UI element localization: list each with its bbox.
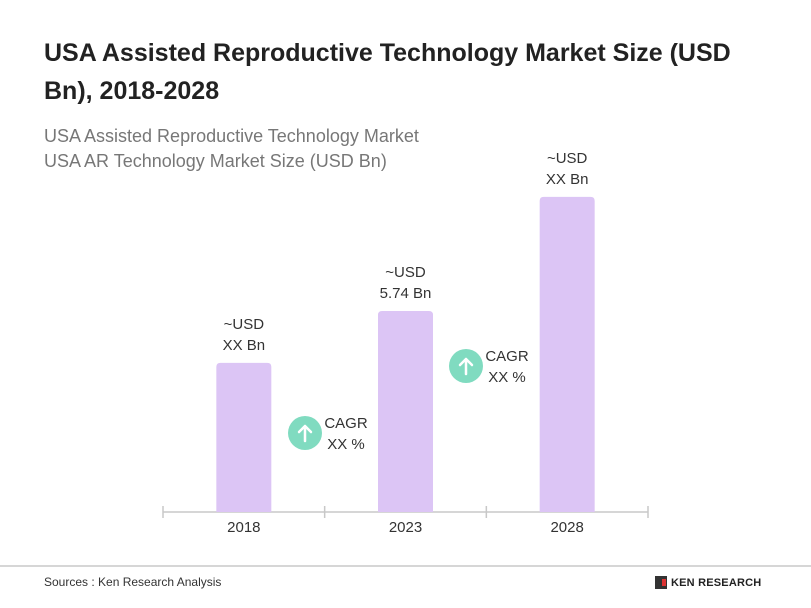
bar-chart: 2018 ~USD XX Bn 2023 ~USD 5.74 Bn 2028 ~USD XX B… — [162, 150, 649, 536]
cagr-label: CAGR — [324, 415, 368, 432]
data-label: XX Bn — [546, 171, 589, 188]
cagr-label: CAGR — [485, 348, 529, 365]
logo-text: KEN RESEARCH — [671, 576, 762, 589]
data-label: ~USD — [224, 316, 265, 333]
subtitle-line-1: USA Assisted Reproductive Technology Mar… — [44, 126, 419, 146]
ken-research-logo: KEN RESEARCH — [655, 576, 761, 589]
data-label: ~USD — [385, 264, 426, 281]
x-tick-label: 2028 — [550, 519, 583, 536]
source-note: Sources : Ken Research Analysis — [44, 575, 222, 589]
data-label: XX Bn — [223, 337, 266, 354]
x-tick-label: 2023 — [389, 519, 422, 536]
subtitle-line-2: USA AR Technology Market Size (USD Bn) — [44, 151, 387, 171]
x-tick-label: 2018 — [227, 519, 260, 536]
cagr-label: XX % — [327, 436, 365, 453]
cagr-label: XX % — [488, 369, 526, 386]
data-label: 5.74 Bn — [380, 285, 432, 302]
arrow-up-icon — [297, 424, 313, 443]
bar-2023 — [378, 311, 433, 512]
footer-divider — [0, 565, 811, 567]
bar-2028 — [539, 196, 595, 512]
bar-2018 — [216, 362, 272, 512]
arrow-up-icon — [458, 357, 474, 376]
data-label: ~USD — [547, 150, 588, 167]
logo-icon — [655, 576, 667, 589]
page-title: USA Assisted Reproductive Technology Mar… — [44, 39, 731, 105]
